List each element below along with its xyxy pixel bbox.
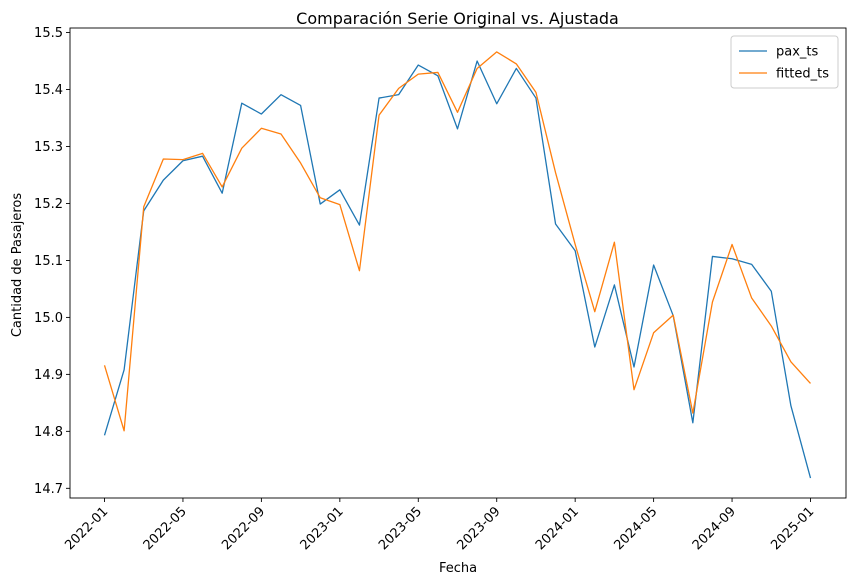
legend-label-pax_ts: pax_ts (776, 45, 819, 60)
y-tick-label: 15.4 (34, 83, 63, 98)
legend-box (730, 35, 839, 89)
y-tick-label: 14.8 (34, 425, 63, 440)
series-line-pax_ts (103, 60, 812, 479)
y-tick-label: 15.0 (34, 311, 63, 326)
series-line-fitted_ts (103, 51, 811, 432)
y-tick-label: 15.2 (34, 197, 63, 212)
plot-frame (69, 27, 847, 499)
y-axis-label: Cantidad de Pasajeros (10, 193, 25, 338)
y-tick-label: 15.5 (34, 26, 63, 41)
y-tick-label: 14.9 (34, 368, 63, 383)
x-axis-label: Fecha (439, 561, 477, 576)
y-tick-label: 15.3 (34, 140, 63, 155)
chart-title: Comparación Serie Original vs. Ajustada (296, 9, 619, 28)
y-tick-label: 14.7 (34, 482, 63, 497)
legend-label-fitted_ts: fitted_ts (776, 67, 829, 82)
y-tick-label: 15.1 (34, 254, 63, 269)
